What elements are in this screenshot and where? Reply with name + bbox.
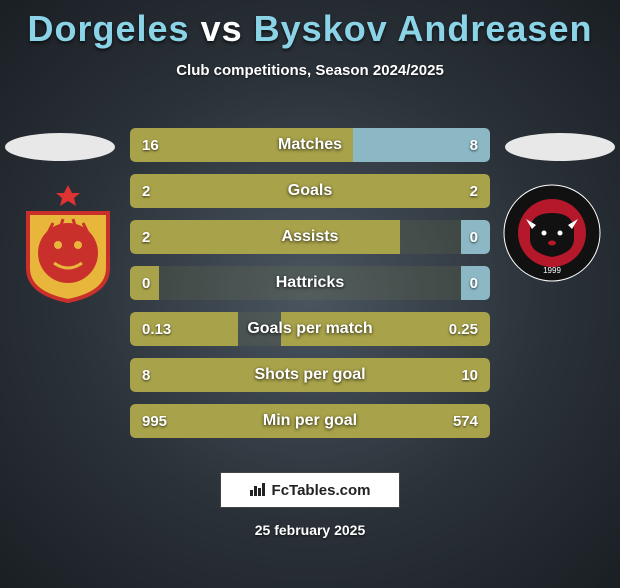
stat-row: 20Assists — [130, 220, 490, 254]
stat-label: Shots per goal — [130, 358, 490, 392]
club-crest-right: 1999 — [502, 183, 602, 303]
stat-label: Goals — [130, 174, 490, 208]
stat-label: Hattricks — [130, 266, 490, 300]
subtitle: Club competitions, Season 2024/2025 — [0, 62, 620, 79]
ellipse-decor-right — [505, 133, 615, 161]
stat-row: 168Matches — [130, 128, 490, 162]
site-name: FcTables.com — [272, 482, 371, 499]
stat-row: 0.130.25Goals per match — [130, 312, 490, 346]
svg-text:1999: 1999 — [543, 266, 561, 275]
player2-name: Byskov Andreasen — [254, 8, 593, 49]
chart-icon — [250, 482, 266, 499]
club-crest-left — [18, 183, 118, 303]
player1-name: Dorgeles — [28, 8, 190, 49]
vs-text: vs — [201, 8, 243, 49]
stat-row: 810Shots per goal — [130, 358, 490, 392]
footer-date: 25 february 2025 — [0, 522, 620, 538]
stat-row: 995574Min per goal — [130, 404, 490, 438]
site-logo: FcTables.com — [220, 472, 400, 508]
stat-label: Assists — [130, 220, 490, 254]
stat-row: 00Hattricks — [130, 266, 490, 300]
stat-label: Min per goal — [130, 404, 490, 438]
ellipse-decor-left — [5, 133, 115, 161]
stat-label: Matches — [130, 128, 490, 162]
stats-area: 168Matches 22Goals 20Assists 00Hattricks 0.1… — [130, 128, 490, 450]
stat-row: 22Goals — [130, 174, 490, 208]
stat-label: Goals per match — [130, 312, 490, 346]
comparison-title: Dorgeles vs Byskov Andreasen — [0, 8, 620, 50]
